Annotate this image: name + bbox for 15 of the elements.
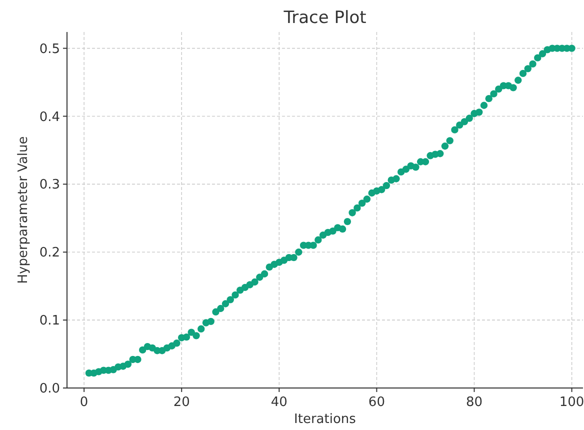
chart-title: Trace Plot — [282, 8, 367, 28]
x-tick-label: 100 — [559, 395, 584, 410]
x-tick-label: 40 — [270, 395, 288, 410]
y-tick-label: 0.0 — [39, 382, 60, 397]
y-tick-label: 0.5 — [39, 42, 60, 57]
y-tick-label: 0.1 — [39, 314, 60, 329]
x-tick-label: 0 — [80, 395, 88, 410]
y-tick-label: 0.4 — [39, 110, 60, 125]
x-tick-label: 80 — [466, 395, 483, 410]
y-tick-label: 0.2 — [39, 246, 60, 261]
x-tick-label: 20 — [173, 395, 190, 410]
y-tick-label: 0.3 — [39, 178, 60, 193]
x-tick-label: 60 — [368, 395, 385, 410]
x-axis-title: Iterations — [294, 412, 356, 427]
y-axis-title: Hyperparameter Value — [16, 136, 31, 284]
